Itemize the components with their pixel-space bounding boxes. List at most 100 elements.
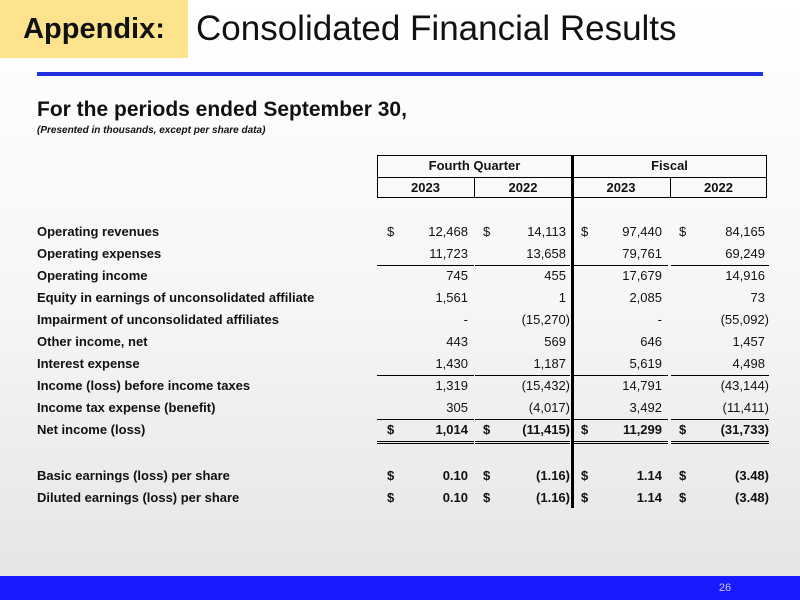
rule-line [475,441,570,442]
rule-line [377,265,474,266]
year-header: 2022 [704,180,733,195]
amount: 3,492 [629,400,662,415]
amount: 1 [558,290,566,305]
rule-line [377,419,474,420]
row-label: Operating expenses [37,246,162,261]
amount: 11,299 [622,422,662,437]
column-separator [571,155,574,508]
amount: (43,144) [720,378,769,393]
amount: 1,014 [435,422,468,437]
rule-line [571,441,668,442]
row-label: Income (loss) before income taxes [37,378,251,393]
currency-sign: $ [387,468,395,483]
amount: 11,723 [429,246,468,261]
currency-sign: $ [679,490,687,505]
amount: 4,498 [732,356,765,371]
currency-sign: $ [679,224,687,239]
amount: (3.48) [735,490,769,505]
rule-line [571,443,668,444]
amount: 17,679 [622,268,662,283]
row-label: Impairment of unconsolidated affiliates [37,312,279,327]
currency-sign: $ [581,468,589,483]
amount: 14,916 [725,268,765,283]
currency-sign: $ [679,468,687,483]
rule-line [377,375,474,376]
amount: (31,733) [720,422,769,437]
amount: 1,457 [732,334,765,349]
rule-line [571,419,668,420]
page-number: 26 [718,582,732,594]
row-label: Operating revenues [37,224,160,239]
row-label: Interest expense [37,356,140,371]
rule-line [475,419,570,420]
amount: 2,085 [629,290,662,305]
rule-line [571,375,668,376]
rule-line [475,443,570,444]
row-label: Basic earnings (loss) per share [37,468,230,483]
rule-line [377,443,474,444]
amount: 14,791 [622,378,662,393]
amount: (1.16) [536,468,570,483]
amount: 1.14 [636,468,662,483]
title-rule [37,72,763,76]
rule-line [671,443,769,444]
amount: 646 [640,334,662,349]
group-header: Fourth Quarter [428,158,521,173]
rule-line [571,265,668,266]
row-label: Net income (loss) [37,422,146,437]
amount: (15,432) [521,378,570,393]
slide-title: Consolidated Financial Results [196,9,677,48]
year-divider [474,177,475,198]
currency-sign: $ [483,490,491,505]
amount: 443 [446,334,468,349]
amount: 73 [750,290,765,305]
amount: 305 [446,400,468,415]
currency-sign: $ [679,422,687,437]
amount: 1,187 [533,356,566,371]
amount: 1,319 [435,378,468,393]
note: (Presented in thousands, except per shar… [37,125,266,136]
amount: (11,415) [522,422,570,437]
amount: 745 [446,268,468,283]
subtitle: For the periods ended September 30, [37,98,407,121]
footer-bar [0,576,800,600]
amount: - [657,312,662,327]
amount: (3.48) [735,468,769,483]
amount: 14,113 [527,224,566,239]
amount: 69,249 [725,246,765,261]
year-header: 2023 [606,180,636,195]
year-divider [670,177,671,198]
amount: 1.14 [636,490,662,505]
currency-sign: $ [387,422,395,437]
rule-line [671,265,769,266]
row-label: Diluted earnings (loss) per share [37,490,240,505]
amount: (4,017) [528,400,570,415]
amount: (55,092) [720,312,769,327]
currency-sign: $ [483,422,491,437]
rule-line [671,375,769,376]
currency-sign: $ [581,224,589,239]
row-label: Equity in earnings of unconsolidated aff… [37,290,315,305]
rule-line [475,375,570,376]
rule-line [377,441,474,442]
row-label: Operating income [37,268,148,283]
amount: (15,270) [521,312,570,327]
amount: 1,561 [435,290,468,305]
amount: 1,430 [435,356,468,371]
amount: 455 [544,268,566,283]
amount: (11,411) [722,400,770,415]
amount: 5,619 [629,356,662,371]
currency-sign: $ [387,490,395,505]
amount: - [463,312,468,327]
amount: 79,761 [622,246,662,261]
row-label: Income tax expense (benefit) [37,400,216,415]
year-header: 2022 [508,180,538,195]
rule-line [671,419,769,420]
amount: 12,468 [428,224,468,239]
currency-sign: $ [581,490,589,505]
rule-line [475,265,570,266]
amount: 13,658 [526,246,566,261]
currency-sign: $ [581,422,589,437]
year-header: 2023 [411,180,440,195]
